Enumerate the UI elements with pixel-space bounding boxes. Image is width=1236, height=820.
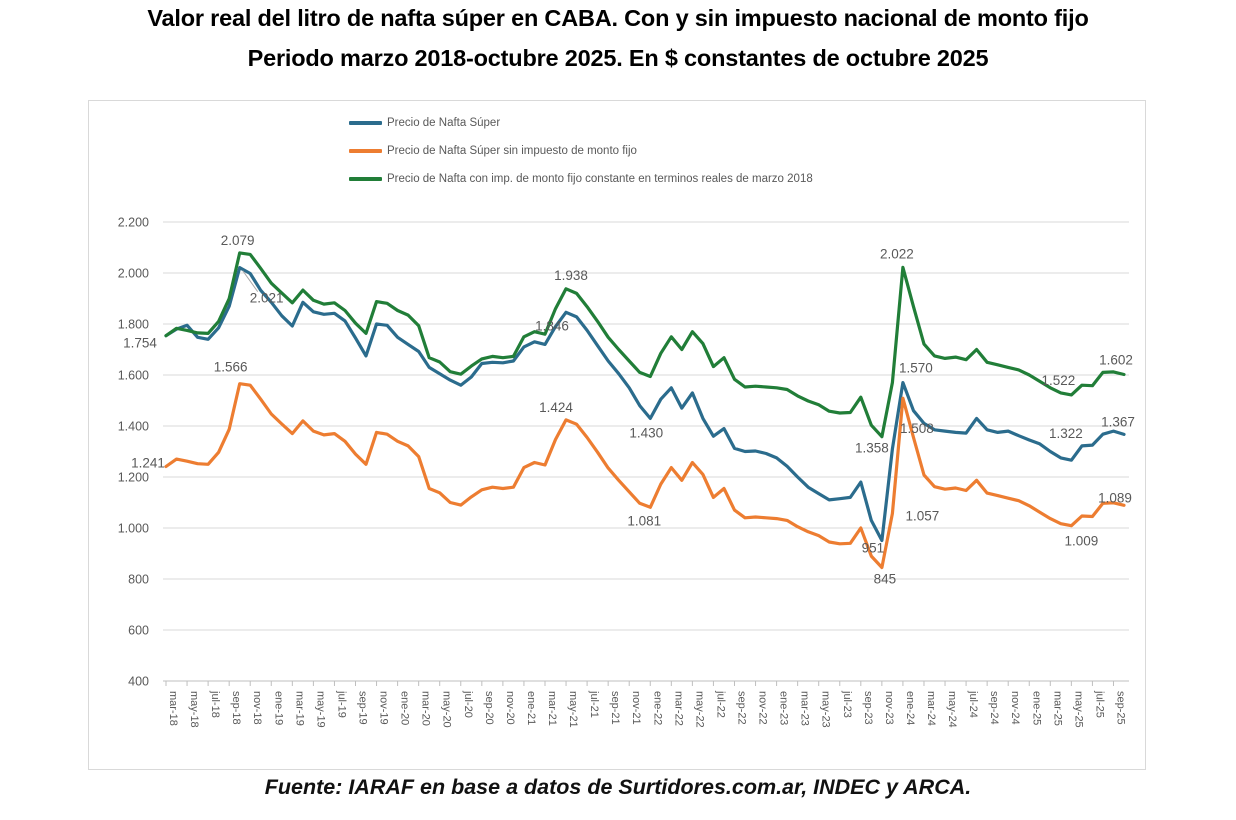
x-axis-label: ene-23 [778,691,790,725]
x-axis-label: nov-24 [1009,691,1021,725]
source-note: Fuente: IARAF en base a datos de Surtido… [264,775,972,799]
x-axis-label: ene-24 [904,691,916,725]
x-axis-label: mar-24 [925,691,937,726]
x-axis-label: sep-19 [356,691,368,725]
data-label: 1.057 [905,508,939,523]
y-axis-label: 1.800 [118,318,149,332]
data-label: 1.754 [123,336,157,351]
data-label: 951 [862,540,885,555]
data-label: 1.358 [855,441,889,456]
y-axis-label: 1.200 [118,471,149,485]
x-axis-label: may-20 [441,691,453,728]
x-axis-label: may-22 [693,691,705,728]
x-axis-label: ene-22 [651,691,663,725]
y-axis-label: 1.600 [118,369,149,383]
x-axis-label: sep-20 [483,691,495,725]
x-axis-label: sep-23 [862,691,874,725]
x-axis-label: mar-25 [1051,691,1063,726]
data-label: 1.367 [1101,414,1135,429]
x-axis-label: jul-23 [841,690,853,718]
x-axis-label: mar-23 [799,691,811,726]
x-axis-label: ene-19 [272,691,284,725]
x-axis-label: ene-25 [1030,691,1042,725]
x-axis-label: mar-21 [546,691,558,726]
legend-line-swatch [349,121,382,125]
data-label: 1.846 [535,318,569,333]
x-axis-label: nov-21 [630,691,642,725]
legend-item-label: Precio de Nafta Súper sin impuesto de mo… [387,145,637,157]
x-axis-label: may-25 [1072,691,1084,728]
x-axis-label: ene-20 [399,691,411,725]
data-label: 2.022 [880,246,914,261]
legend-item: Precio de Nafta Súper sin impuesto de mo… [349,137,813,165]
x-axis-label: jul-25 [1093,690,1105,718]
series-line-2 [164,382,1126,570]
data-label: 845 [874,572,897,587]
y-axis-label: 400 [128,675,149,689]
data-label: 1.602 [1099,352,1133,367]
data-label: 1.241 [131,456,165,471]
x-axis-label: ene-21 [525,691,537,725]
data-label: 1.570 [899,361,933,376]
legend-item-label: Precio de Nafta Súper [387,117,501,129]
data-label: 1.322 [1049,426,1083,441]
x-axis-label: nov-19 [378,691,390,725]
y-axis-label: 1.400 [118,420,149,434]
x-axis-label: jul-18 [209,690,221,718]
x-axis-label: sep-18 [230,691,242,725]
data-label: 1.089 [1098,490,1132,505]
x-axis-label: mar-20 [420,691,432,726]
series-line-3 [164,251,1126,439]
x-axis-label: nov-23 [883,691,895,725]
legend-item: Precio de Nafta Súper [349,109,813,137]
x-axis-label: sep-22 [735,691,747,725]
x-axis-label: mar-18 [167,691,179,726]
x-axis-label: jul-21 [588,690,600,718]
y-axis-label: 2.200 [118,216,149,230]
x-axis-label: sep-21 [609,691,621,725]
data-label: 1.424 [539,400,573,415]
chart-title-line2: Periodo marzo 2018-octubre 2025. En $ co… [247,44,989,71]
data-label: 1.508 [900,421,934,436]
y-axis-label: 2.000 [118,267,149,281]
legend-line-swatch [349,177,382,181]
x-axis-label: jul-19 [335,690,347,718]
data-label: 1.938 [554,268,588,283]
x-axis-label: nov-18 [251,691,263,725]
y-axis-label: 600 [128,624,149,638]
x-axis-label: mar-22 [672,691,684,726]
data-label: 1.522 [1041,373,1075,388]
x-axis-label: jul-24 [967,690,979,718]
legend: Precio de Nafta Súper Precio de Nafta Súp… [349,109,813,193]
data-label: 1.566 [214,360,248,375]
series-line-1 [164,266,1126,543]
data-label: 2.079 [221,233,255,248]
x-axis-label: sep-25 [1114,691,1126,725]
x-axis-label: may-21 [567,691,579,728]
chart-area: Precio de Nafta Súper Precio de Nafta Súp… [88,100,1146,770]
x-axis-label: nov-22 [757,691,769,725]
x-axis-label: may-18 [188,691,200,728]
chart-title-line1: Valor real del litro de nafta súper en C… [147,5,1089,31]
y-axis-label: 1.000 [118,522,149,536]
legend-item: Precio de Nafta con imp. de monto fijo c… [349,165,813,193]
x-axis-label: may-19 [314,691,326,728]
data-label-leader [242,270,259,292]
legend-line-swatch [349,149,382,153]
x-axis-label: nov-20 [504,691,516,725]
x-axis-label: sep-24 [988,691,1000,725]
x-axis-label: may-23 [820,691,832,728]
y-axis-label: 800 [128,573,149,587]
chart-title: Valor real del litro de nafta súper en C… [0,5,1236,71]
data-label: 1.430 [629,425,663,440]
legend-item-label: Precio de Nafta con imp. de monto fijo c… [387,173,813,185]
x-axis-label: mar-19 [293,691,305,726]
chart-canvas: 2.200 2.000 1.800 1.600 1.400 1.200 1.000 800 60… [118,216,1135,728]
data-label: 1.009 [1064,534,1098,549]
data-label: 1.081 [627,513,661,528]
data-label: 2.021 [250,291,284,306]
x-axis-label: jul-20 [462,690,474,718]
x-axis-label: jul-22 [714,690,726,718]
x-axis-label: may-24 [946,691,958,728]
